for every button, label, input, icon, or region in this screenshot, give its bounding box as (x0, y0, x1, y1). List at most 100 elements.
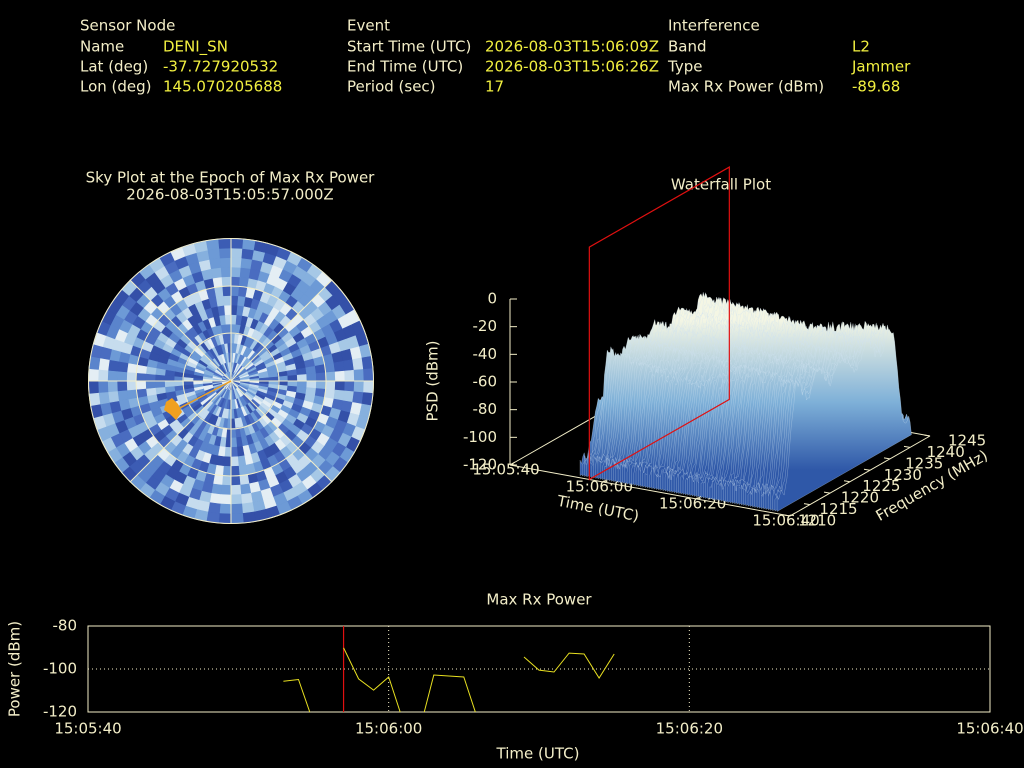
sky-cell (126, 380, 137, 391)
z-tick-label: -60 (473, 373, 498, 391)
sky-cell (225, 323, 232, 335)
x-tick-label: 15:05:40 (472, 461, 539, 479)
sky-cell (223, 295, 232, 306)
y-tick-label: 1215 (819, 500, 857, 518)
sky-cell (223, 456, 232, 467)
field-value: 145.070205688 (163, 78, 282, 96)
sky-cell (107, 380, 118, 393)
y-tick-label: 1245 (948, 432, 986, 450)
sky-cell (230, 247, 243, 259)
sky-cell (209, 257, 222, 270)
sky-cell (230, 513, 244, 524)
sky-cell (237, 455, 247, 467)
waterfall-z-label: PSD (dBm) (424, 340, 442, 421)
sky-cell (363, 368, 374, 382)
sky-cell (173, 380, 185, 387)
sky-cell (221, 276, 232, 287)
y-tick-label: 1235 (905, 454, 943, 472)
sky-cell (224, 304, 232, 316)
x-tick (789, 512, 796, 517)
sky-source (164, 398, 182, 420)
sky-direction (175, 380, 232, 411)
sky-cell (219, 494, 232, 505)
field-value: DENI_SN (163, 38, 228, 57)
sky-cell (218, 238, 232, 249)
sky-cell (230, 484, 242, 496)
sky-cell (136, 388, 148, 398)
sky-cell (230, 266, 242, 278)
sky-cell (145, 387, 157, 397)
x-tick-label: 15:06:20 (656, 720, 723, 738)
sky-cell (107, 390, 120, 403)
field-label: Start Time (UTC) (347, 38, 471, 56)
chart-title: Max Rx Power (486, 591, 592, 609)
section-heading: Interference (668, 17, 760, 35)
sky-cell (164, 380, 175, 388)
sky-title: Sky Plot at the Epoch of Max Rx Power (86, 169, 376, 187)
y-tick-label: 1240 (927, 443, 965, 461)
sky-cell (230, 295, 239, 306)
sky-cell (224, 446, 232, 458)
sky-cell (352, 391, 364, 405)
sky-cell (315, 372, 327, 382)
sky-cell (325, 371, 336, 382)
field-value: 17 (485, 78, 504, 96)
field-label: Lat (deg) (80, 58, 148, 76)
field-label: Max Rx Power (dBm) (668, 78, 824, 96)
sky-cell (218, 513, 232, 524)
sky-cell (212, 276, 224, 288)
y-tick (783, 514, 791, 517)
sky-cell (230, 456, 239, 467)
y-tick-label: 1225 (862, 477, 900, 495)
sky-cell (97, 380, 109, 393)
z-tick-label: -80 (473, 400, 498, 418)
sky-cell (342, 359, 355, 372)
x-tick-label: 15:05:40 (54, 720, 121, 738)
sky-cell (135, 372, 147, 382)
sky-cell (334, 370, 346, 382)
y-tick (863, 468, 871, 471)
y-tick (903, 445, 911, 448)
sky-cell (305, 365, 317, 375)
sky-cell (107, 369, 118, 382)
x-tick-label: 15:06:40 (956, 720, 1023, 738)
sky-cell (226, 333, 232, 344)
sky-cell (230, 418, 236, 429)
field-value: Jammer (851, 58, 911, 76)
y-tick (823, 491, 831, 494)
x-tick-label: 15:06:00 (355, 720, 422, 738)
sky-cell (306, 373, 317, 382)
epoch-plane (588, 166, 730, 481)
z-tick-label: -20 (473, 317, 498, 335)
sky-cell (145, 380, 156, 389)
sky-cell (209, 492, 222, 505)
field-value: L2 (852, 38, 870, 56)
sky-cell (230, 437, 238, 448)
sky-epoch: 2026-08-03T15:05:57.000Z (126, 186, 333, 204)
sky-cell (240, 257, 253, 270)
sky-cell (183, 380, 194, 386)
x-tick-label: 15:06:20 (659, 495, 726, 513)
sky-cell (333, 360, 345, 373)
x-tick (509, 461, 516, 466)
sky-cell (210, 267, 223, 279)
sky-cell (230, 304, 238, 316)
sky-cell (334, 380, 346, 392)
sky-cell (230, 465, 240, 477)
z-tick-label: -120 (463, 456, 497, 474)
sky-cell (241, 502, 255, 514)
sky-cell (222, 285, 232, 297)
y-tick-label: 1220 (841, 489, 879, 507)
sky-cell (352, 357, 364, 371)
waterfall-plot: 0-20-40-60-80-100-12015:05:4015:06:0015:… (463, 166, 986, 530)
sky-cell (222, 465, 232, 477)
sky-cell (116, 370, 128, 382)
sky-cell (219, 257, 232, 268)
y-tick (923, 434, 931, 437)
field-label: End Time (UTC) (347, 58, 463, 76)
y-tick-label: -100 (43, 660, 77, 678)
sky-cell (219, 503, 232, 515)
z-tick-label: -40 (473, 345, 498, 363)
sky-cell (230, 427, 237, 439)
field-label: Band (668, 38, 707, 56)
